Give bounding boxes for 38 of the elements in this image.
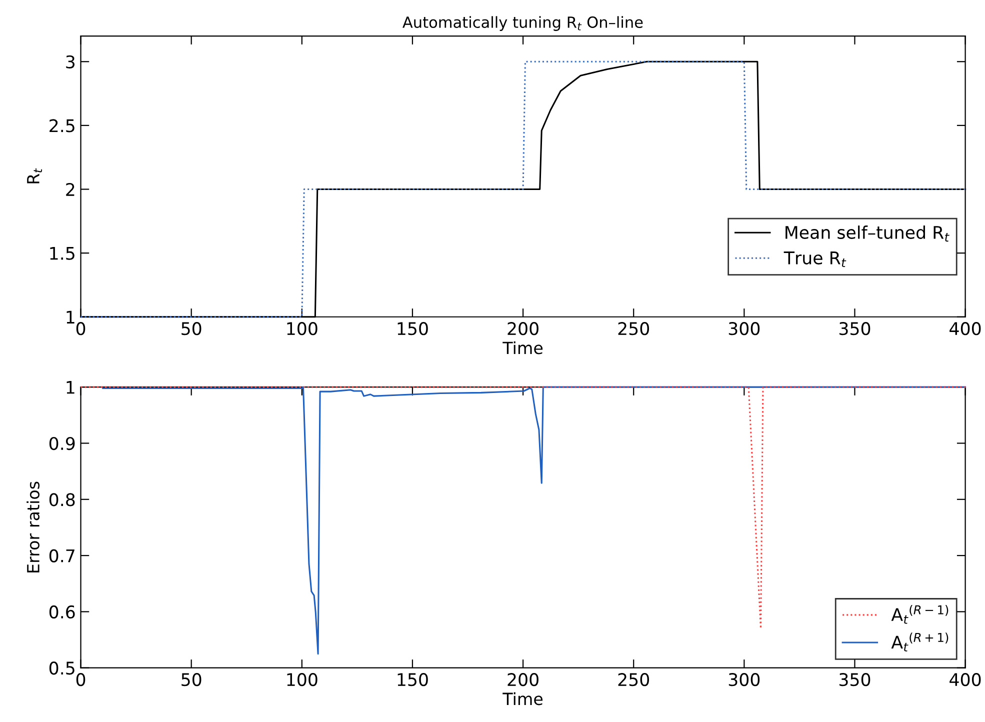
y-tick-label: 1.5 <box>50 247 74 260</box>
x-tick-label: 50 <box>182 322 202 336</box>
x-tick-label: 250 <box>618 322 650 336</box>
x-tick-label: 200 <box>508 673 538 686</box>
y-tick-label: 2.5 <box>50 119 74 132</box>
x-tick-label: 0 <box>76 673 86 686</box>
chart-title: Automatically tuning R$_{t}$ On–line <box>402 16 643 31</box>
y-axis-title: Error ratios <box>26 482 40 572</box>
x-tick-label: 300 <box>728 673 760 686</box>
x-tick-label: 400 <box>950 673 981 686</box>
x-tick-label: 400 <box>950 322 981 336</box>
x-tick-label: 150 <box>398 673 428 686</box>
x-axis-title: Time <box>502 692 543 706</box>
y-tick-label: 3 <box>66 55 75 68</box>
legend-label: Mean self–tuned R$_{t}$ <box>786 226 950 242</box>
x-tick-label: 0 <box>76 322 86 336</box>
x-tick-label: 100 <box>287 673 318 686</box>
y-tick-label: 0.9 <box>49 436 75 450</box>
y-tick-label: 0.6 <box>49 605 75 619</box>
x-tick-label: 150 <box>398 322 428 336</box>
x-tick-label: 250 <box>618 673 650 686</box>
x-tick-label: 50 <box>182 673 202 686</box>
y-axis-title: R$_{t}$ <box>27 168 42 184</box>
x-tick-label: 100 <box>287 322 318 336</box>
y-tick-label: 2 <box>66 182 74 196</box>
y-tick-label: 0.5 <box>49 662 74 675</box>
x-tick-label: 350 <box>839 673 870 686</box>
legend-label: True R$_{t}$ <box>784 252 846 268</box>
x-axis-title: Time <box>502 341 543 354</box>
legend-label: A$_{t}$$^{(R−1)}$ <box>891 605 948 624</box>
x-tick-label: 350 <box>839 322 870 336</box>
legend-label: A$_{t}$$^{(R+1)}$ <box>891 632 948 652</box>
x-tick-label: 300 <box>728 322 760 336</box>
x-tick-label: 200 <box>508 322 538 336</box>
y-tick-label: 1 <box>66 381 74 394</box>
y-tick-label: 0.7 <box>49 549 74 562</box>
y-tick-label: 1 <box>66 310 74 324</box>
y-tick-label: 0.8 <box>49 493 75 506</box>
